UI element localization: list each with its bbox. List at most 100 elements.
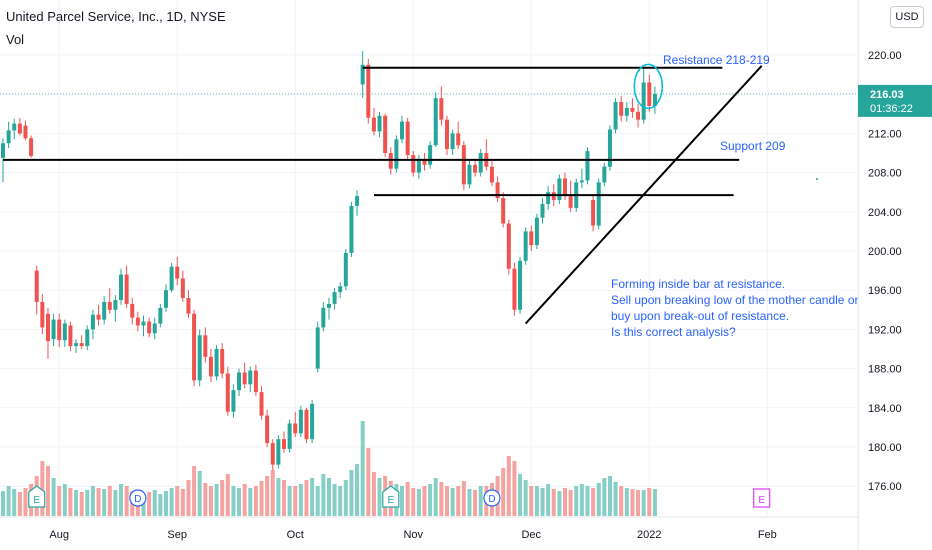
candle: [175, 256, 180, 286]
symbol-title[interactable]: United Parcel Service, Inc., 1D, NYSE: [6, 9, 226, 24]
candle-body: [321, 307, 326, 328]
candle-body: [96, 314, 101, 320]
candle: [450, 129, 455, 155]
volume-bar: [287, 486, 292, 516]
candle: [225, 366, 230, 416]
candle: [6, 121, 11, 149]
dividend-badge-label: D: [488, 494, 495, 505]
candle-body: [158, 307, 163, 324]
volume-bar: [259, 481, 264, 516]
candle: [489, 160, 494, 187]
candle: [422, 153, 427, 171]
candle: [405, 117, 410, 159]
volume-bar: [253, 486, 258, 516]
earnings-marker: E: [382, 485, 400, 508]
volume-bar: [596, 483, 601, 516]
candle: [130, 298, 135, 325]
candle: [360, 51, 365, 99]
candle: [208, 349, 213, 383]
candle: [596, 178, 601, 230]
candle-body: [619, 102, 624, 116]
candle-body: [175, 266, 180, 279]
candle: [147, 317, 152, 338]
volume-bar: [304, 480, 309, 516]
volume-bar: [518, 474, 523, 516]
volume-bar: [568, 490, 573, 516]
candle: [270, 439, 275, 471]
candle-body: [293, 423, 298, 434]
candle: [141, 315, 146, 337]
candle-body: [377, 115, 382, 132]
candle-body: [394, 139, 399, 169]
volume-bar: [276, 478, 281, 516]
volume-bar: [45, 466, 50, 516]
candle: [585, 147, 590, 185]
volume-bar: [208, 486, 213, 516]
volume-bar: [265, 476, 270, 516]
candle: [12, 118, 17, 140]
earnings-badge: [382, 485, 400, 508]
candle: [523, 227, 528, 265]
candle-body: [461, 145, 466, 185]
candle: [630, 98, 635, 118]
candle-body: [495, 182, 500, 199]
candle-body: [12, 123, 17, 131]
support-annotation: Support 209: [720, 139, 786, 153]
candle-body: [591, 200, 596, 226]
price-axis-tick-label: 188.00: [868, 364, 902, 376]
candle-body: [563, 178, 567, 197]
volume-bar: [51, 478, 56, 516]
earnings-badge: [753, 488, 771, 508]
candle: [433, 92, 438, 148]
dividend-marker: D: [483, 489, 501, 507]
volume-bar: [428, 484, 433, 516]
candle: [444, 115, 449, 155]
volume-bar: [141, 494, 146, 516]
candle: [636, 104, 641, 128]
volume-bar: [433, 478, 438, 516]
candle-body: [557, 178, 562, 201]
candle-body: [203, 335, 208, 357]
candle: [338, 282, 343, 299]
volume-bar: [197, 471, 202, 516]
candle: [546, 186, 551, 210]
volume-bar: [478, 486, 483, 516]
candle: [383, 113, 388, 157]
candle-body: [478, 153, 483, 173]
candle: [377, 111, 382, 138]
volume-bar: [124, 486, 129, 516]
candle-body: [444, 119, 449, 150]
volume-bar: [270, 470, 275, 516]
candle-body: [282, 439, 286, 449]
candle: [124, 265, 129, 308]
candle: [259, 386, 264, 420]
candle: [203, 327, 208, 363]
candle: [478, 149, 483, 177]
candle: [169, 262, 174, 293]
currency-button[interactable]: USD: [890, 6, 924, 28]
volume-bar: [444, 486, 449, 516]
candle: [304, 407, 309, 444]
volume-bar: [321, 474, 326, 516]
candle-body: [17, 123, 22, 134]
volume-bars: [1, 421, 657, 516]
candle: [529, 225, 534, 251]
candle: [332, 288, 337, 310]
volume-bar: [169, 488, 174, 516]
candle-body: [79, 343, 84, 347]
volume-bar: [293, 486, 298, 516]
candle-body: [51, 319, 56, 340]
volume-bar: [6, 486, 11, 516]
candle: [607, 125, 612, 171]
candle-body: [523, 231, 528, 261]
candle: [17, 117, 22, 136]
candle: [180, 270, 185, 302]
volume-bar: [40, 461, 45, 516]
volume-indicator-label[interactable]: Vol: [6, 32, 25, 47]
candle-body: [186, 298, 191, 314]
volume-bar: [119, 484, 124, 516]
time-axis-tick-label: Sep: [167, 529, 187, 541]
volume-bar: [467, 489, 472, 516]
dividend-badge: [483, 489, 501, 507]
